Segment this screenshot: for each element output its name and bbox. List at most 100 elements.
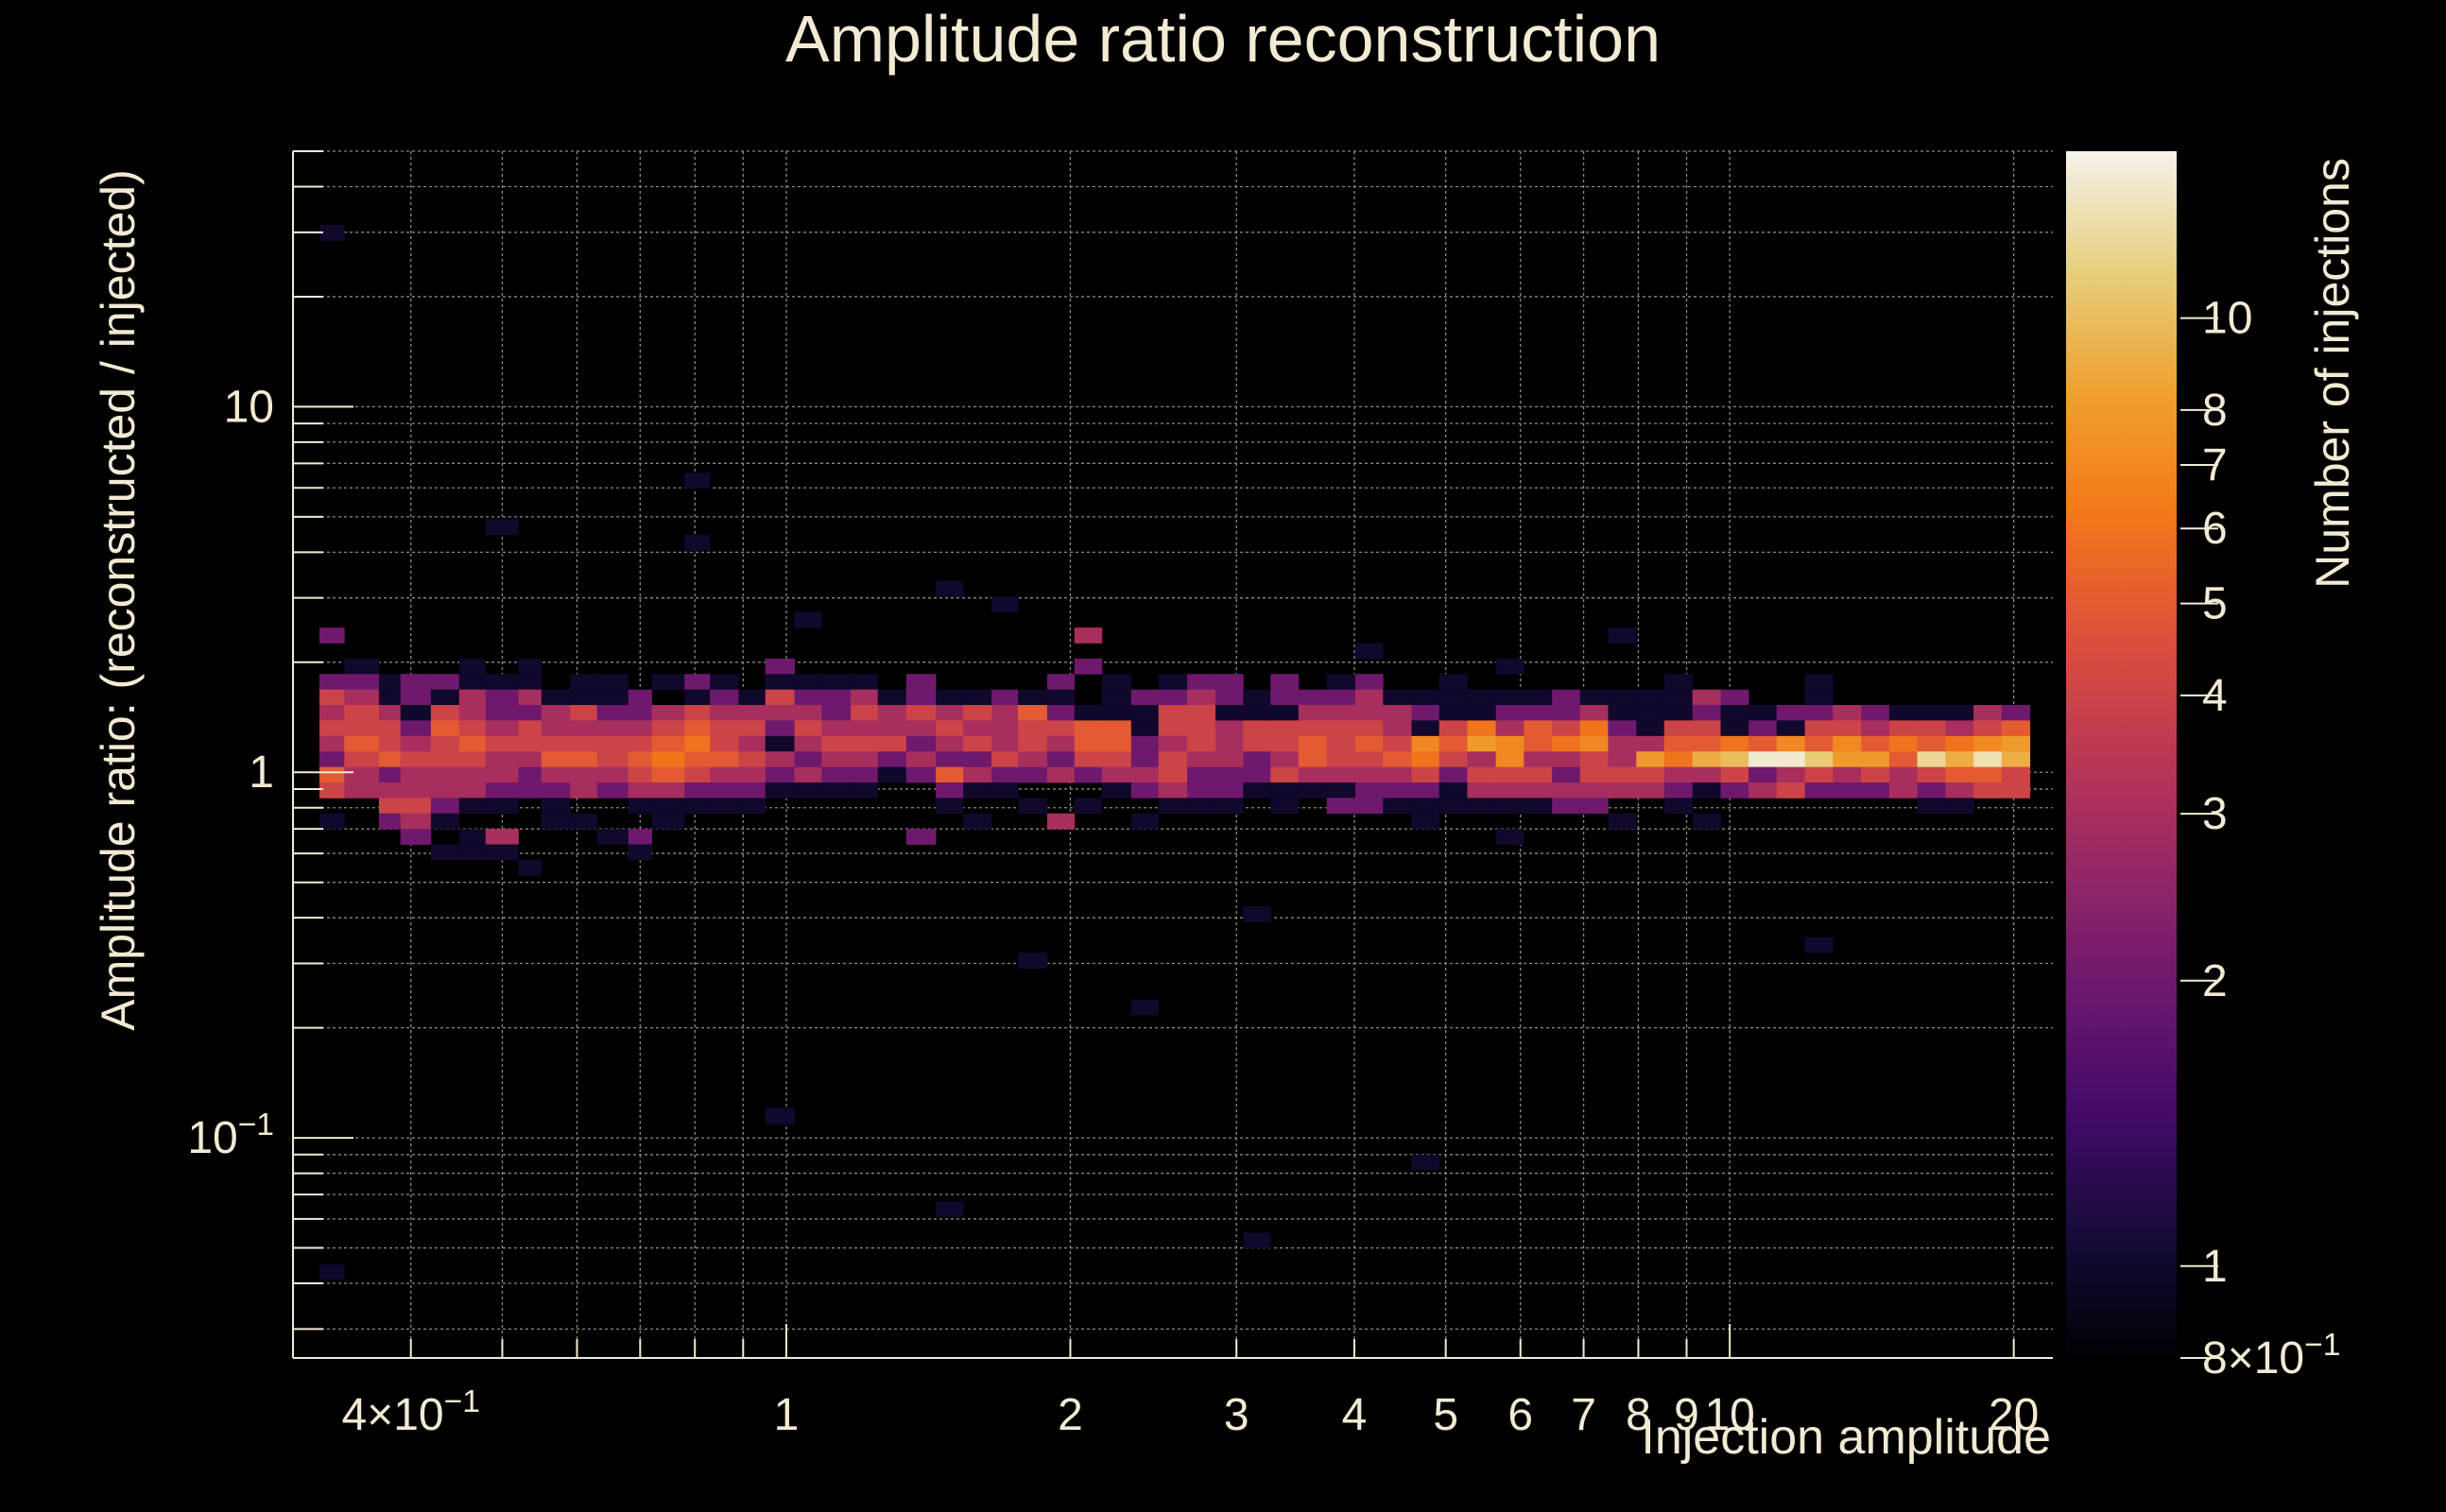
heatmap-cell bbox=[1524, 766, 1553, 783]
heatmap-cell bbox=[1552, 735, 1581, 752]
heatmap-cell bbox=[963, 751, 992, 768]
heatmap-cell bbox=[485, 689, 519, 706]
heatmap-cell bbox=[1270, 735, 1300, 752]
heatmap-cell bbox=[1748, 782, 1778, 799]
heatmap-cell bbox=[877, 689, 907, 706]
heatmap-cell bbox=[1720, 689, 1749, 706]
heatmap-cell bbox=[1438, 735, 1468, 752]
x-tick-label: 4 bbox=[1342, 1390, 1368, 1440]
heatmap-cell bbox=[628, 751, 652, 768]
heatmap-cell bbox=[821, 782, 852, 799]
heatmap-cell bbox=[1298, 735, 1328, 752]
heatmap-cell bbox=[319, 627, 345, 644]
heatmap-cell bbox=[1383, 689, 1412, 706]
heatmap-cell bbox=[1074, 798, 1103, 815]
heatmap-cell bbox=[936, 580, 964, 597]
heatmap-cell bbox=[936, 705, 964, 721]
heatmap-cell bbox=[1018, 798, 1048, 815]
heatmap-cell bbox=[485, 705, 519, 721]
heatmap-cell bbox=[458, 798, 487, 815]
heatmap-cell bbox=[1187, 782, 1216, 799]
heatmap-cell bbox=[1945, 751, 1974, 768]
heatmap-cell bbox=[1187, 766, 1216, 783]
heatmap-cell bbox=[1411, 798, 1440, 815]
heatmap-cell bbox=[1861, 720, 1890, 737]
heatmap-cell bbox=[518, 720, 543, 737]
heatmap-cell bbox=[1552, 689, 1581, 706]
heatmap-cell bbox=[344, 766, 380, 783]
heatmap-cell bbox=[1973, 751, 2003, 768]
heatmap-cell bbox=[1776, 751, 1805, 768]
heatmap-cell bbox=[1552, 766, 1581, 783]
heatmap-cell bbox=[651, 782, 685, 799]
heatmap-cell bbox=[851, 782, 879, 799]
heatmap-cell bbox=[1467, 689, 1497, 706]
heatmap-cell bbox=[2001, 705, 2031, 721]
x-tick-label: 6 bbox=[1507, 1390, 1533, 1440]
heatmap-cell bbox=[319, 225, 345, 241]
heatmap-cell bbox=[794, 735, 822, 752]
heatmap-cell bbox=[1383, 735, 1412, 752]
heatmap-cell bbox=[596, 689, 629, 706]
heatmap-cell bbox=[1243, 1232, 1271, 1248]
heatmap-cell bbox=[1411, 720, 1440, 737]
heatmap-cell bbox=[344, 689, 380, 706]
heatmap-cell bbox=[851, 751, 879, 768]
heatmap-cell bbox=[485, 519, 519, 536]
heatmap-cell bbox=[2001, 782, 2031, 799]
heatmap-cell bbox=[1692, 689, 1721, 706]
y-axis-label: Amplitude ratio: (reconstructed / inject… bbox=[92, 169, 145, 1031]
colorbar-tick-label: 4 bbox=[2202, 671, 2228, 721]
heatmap-cell bbox=[1636, 689, 1665, 706]
heatmap-cell bbox=[1804, 735, 1834, 752]
heatmap-cell bbox=[1888, 705, 1918, 721]
x-tick-label: 9 bbox=[1674, 1390, 1699, 1440]
heatmap-cell bbox=[877, 705, 907, 721]
heatmap-cell bbox=[1888, 735, 1918, 752]
heatmap-cell bbox=[1101, 720, 1132, 737]
heatmap-cell bbox=[991, 689, 1019, 706]
heatmap-cell bbox=[1326, 798, 1356, 815]
heatmap-cell bbox=[430, 720, 460, 737]
heatmap-cell bbox=[1973, 720, 2003, 737]
heatmap-cell bbox=[1326, 689, 1356, 706]
heatmap-cell bbox=[1495, 751, 1524, 768]
heatmap-cell bbox=[651, 705, 685, 721]
heatmap-cell bbox=[936, 751, 964, 768]
heatmap-cell bbox=[1101, 689, 1132, 706]
heatmap-cell bbox=[1214, 705, 1244, 721]
heatmap-cell bbox=[458, 844, 487, 861]
heatmap-cell bbox=[1101, 674, 1132, 691]
heatmap-cell bbox=[1945, 720, 1974, 737]
heatmap-cell bbox=[1663, 766, 1694, 783]
plot-axes bbox=[292, 150, 2053, 1359]
heatmap-cell bbox=[518, 689, 543, 706]
heatmap-cell bbox=[1776, 766, 1805, 783]
heatmap-cell bbox=[738, 735, 767, 752]
heatmap-cell bbox=[1636, 782, 1665, 799]
heatmap-cell bbox=[905, 674, 937, 691]
heatmap-cell bbox=[1495, 705, 1524, 721]
heatmap-cell bbox=[1243, 735, 1271, 752]
heatmap-cell bbox=[684, 472, 711, 490]
heatmap-cell bbox=[1158, 751, 1188, 768]
heatmap-cell bbox=[1636, 766, 1665, 783]
heatmap-cell bbox=[1383, 705, 1412, 721]
heatmap-cell bbox=[628, 705, 652, 721]
heatmap-cell bbox=[651, 720, 685, 737]
heatmap-cell bbox=[1579, 735, 1609, 752]
heatmap-cell bbox=[570, 720, 598, 737]
heatmap-cell bbox=[1804, 674, 1834, 691]
heatmap-cell bbox=[2001, 720, 2031, 737]
heatmap-cell bbox=[1130, 999, 1160, 1016]
heatmap-cell bbox=[344, 658, 380, 675]
heatmap-cell bbox=[963, 766, 992, 783]
heatmap-cell bbox=[794, 751, 822, 768]
heatmap-cell bbox=[710, 751, 739, 768]
heatmap-cell bbox=[1467, 782, 1497, 799]
heatmap-cell bbox=[651, 798, 685, 815]
heatmap-cell bbox=[1973, 766, 2003, 783]
heatmap-cell bbox=[1861, 735, 1890, 752]
heatmap-cell bbox=[1524, 705, 1553, 721]
